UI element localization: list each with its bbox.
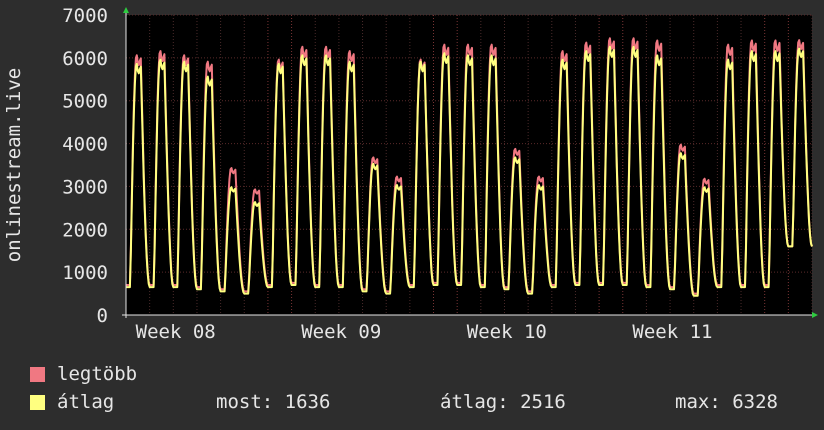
series-layer	[126, 37, 813, 297]
y-axis-label: onlinestream.live	[3, 68, 25, 262]
y-tick-label: 2000	[62, 219, 108, 241]
x-axis-arrow	[812, 312, 818, 318]
y-tick-label: 4000	[62, 134, 108, 156]
y-tick-label: 7000	[62, 5, 108, 27]
series-line-atlag	[126, 45, 813, 297]
grid	[125, 14, 813, 315]
legend-avg-swatch	[30, 394, 45, 410]
y-tick-label: 5000	[62, 91, 108, 113]
y-tick-label: 1000	[62, 262, 108, 284]
legend-max-swatch	[30, 366, 45, 382]
x-tick-label: Week 09	[301, 321, 381, 343]
legend-max-label: legtöbb	[57, 363, 138, 385]
x-tick-label: Week 11	[632, 321, 712, 343]
stat-average: átlag: 2516	[440, 391, 566, 413]
x-tick-label: Week 10	[467, 321, 547, 343]
stat-now: most: 1636	[216, 391, 331, 413]
x-tick-labels: Week 08 Week 09 Week 10 Week 11	[136, 321, 713, 343]
y-tick-labels: 0 1000 2000 3000 4000 5000 6000 7000	[62, 5, 108, 327]
x-tick-label: Week 08	[136, 321, 216, 343]
y-tick-label: 3000	[62, 176, 108, 198]
legend-avg: átlag	[30, 391, 114, 413]
axes	[122, 7, 818, 318]
y-axis-arrow	[123, 7, 129, 13]
y-tick-label: 6000	[62, 48, 108, 70]
legend-max: legtöbb	[30, 363, 137, 385]
y-tick-label: 0	[97, 305, 108, 327]
legend-avg-label: átlag	[57, 391, 115, 413]
stat-maximum: max: 6328	[675, 391, 778, 413]
